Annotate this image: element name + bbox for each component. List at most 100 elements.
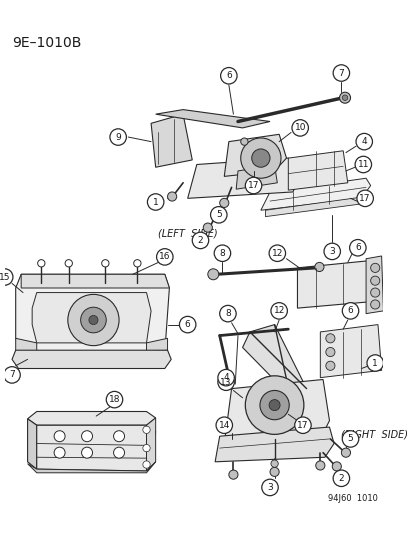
Circle shape xyxy=(142,426,150,433)
Text: 8: 8 xyxy=(225,309,230,318)
Polygon shape xyxy=(187,158,301,198)
Circle shape xyxy=(113,447,124,458)
Circle shape xyxy=(370,263,379,272)
Circle shape xyxy=(142,461,150,468)
Circle shape xyxy=(339,92,350,103)
Text: 15: 15 xyxy=(0,272,10,281)
Circle shape xyxy=(270,460,278,467)
Text: 12: 12 xyxy=(271,249,282,258)
Circle shape xyxy=(245,177,261,194)
Text: (LEFT  SIDE): (LEFT SIDE) xyxy=(157,229,217,239)
Circle shape xyxy=(325,348,334,357)
Polygon shape xyxy=(320,325,381,378)
Circle shape xyxy=(349,239,365,256)
Text: 17: 17 xyxy=(358,194,370,203)
Circle shape xyxy=(38,260,45,267)
Polygon shape xyxy=(224,134,286,176)
Text: 6: 6 xyxy=(347,306,353,316)
Text: 6: 6 xyxy=(225,71,231,80)
Text: 94J60  1010: 94J60 1010 xyxy=(327,494,377,503)
Circle shape xyxy=(251,149,269,167)
Circle shape xyxy=(210,207,226,223)
Circle shape xyxy=(142,445,150,452)
Polygon shape xyxy=(16,274,169,352)
Circle shape xyxy=(217,369,234,386)
Text: 2: 2 xyxy=(197,236,203,245)
Circle shape xyxy=(342,431,358,447)
Polygon shape xyxy=(21,274,169,288)
Text: 4: 4 xyxy=(223,373,228,382)
Polygon shape xyxy=(215,427,333,462)
Circle shape xyxy=(54,431,65,442)
Circle shape xyxy=(147,194,164,210)
Circle shape xyxy=(220,68,237,84)
Circle shape xyxy=(81,431,93,442)
Circle shape xyxy=(89,316,98,325)
Circle shape xyxy=(179,317,195,333)
Text: 10: 10 xyxy=(294,124,305,132)
Circle shape xyxy=(323,243,339,260)
Polygon shape xyxy=(151,114,192,167)
Polygon shape xyxy=(297,261,375,308)
Text: 8: 8 xyxy=(219,249,225,258)
Text: 7: 7 xyxy=(338,69,344,77)
Polygon shape xyxy=(37,425,155,471)
Circle shape xyxy=(216,417,232,433)
Circle shape xyxy=(342,303,358,319)
Circle shape xyxy=(331,462,341,471)
Polygon shape xyxy=(32,293,151,343)
Circle shape xyxy=(332,470,349,487)
Circle shape xyxy=(325,361,334,370)
Circle shape xyxy=(133,260,141,267)
Circle shape xyxy=(356,190,373,207)
Circle shape xyxy=(370,300,379,309)
Polygon shape xyxy=(28,411,155,425)
Text: 18: 18 xyxy=(109,395,120,404)
Circle shape xyxy=(259,391,289,419)
Circle shape xyxy=(370,288,379,297)
Circle shape xyxy=(355,133,372,150)
Circle shape xyxy=(81,307,106,333)
Circle shape xyxy=(332,65,349,81)
Circle shape xyxy=(245,376,303,434)
Polygon shape xyxy=(260,178,370,210)
Polygon shape xyxy=(146,338,167,352)
Text: 7: 7 xyxy=(9,370,15,379)
Text: 2: 2 xyxy=(338,474,343,483)
Polygon shape xyxy=(146,418,155,471)
Circle shape xyxy=(110,129,126,146)
Polygon shape xyxy=(16,338,37,352)
Circle shape xyxy=(370,276,379,285)
Circle shape xyxy=(217,374,234,391)
Text: 6: 6 xyxy=(354,243,360,252)
Circle shape xyxy=(102,260,109,267)
Circle shape xyxy=(315,461,324,470)
Text: 17: 17 xyxy=(297,421,308,430)
Circle shape xyxy=(68,294,119,345)
Circle shape xyxy=(325,334,334,343)
Polygon shape xyxy=(287,151,347,190)
Text: 1: 1 xyxy=(152,198,158,206)
Circle shape xyxy=(354,156,370,173)
Circle shape xyxy=(203,223,212,232)
Text: 12: 12 xyxy=(273,306,284,316)
Circle shape xyxy=(106,391,122,408)
Text: 14: 14 xyxy=(218,421,229,430)
Polygon shape xyxy=(242,325,306,396)
Text: 13: 13 xyxy=(220,378,231,387)
Circle shape xyxy=(342,95,347,100)
Circle shape xyxy=(240,138,247,146)
Circle shape xyxy=(269,467,278,477)
Circle shape xyxy=(54,447,65,458)
Circle shape xyxy=(81,447,93,458)
Text: 6: 6 xyxy=(184,320,190,329)
Circle shape xyxy=(65,260,72,267)
Circle shape xyxy=(207,269,218,280)
Text: 3: 3 xyxy=(266,483,272,492)
Circle shape xyxy=(268,245,285,262)
Polygon shape xyxy=(28,419,37,469)
Polygon shape xyxy=(12,350,171,368)
Circle shape xyxy=(113,431,124,442)
Circle shape xyxy=(0,269,13,285)
Circle shape xyxy=(192,232,208,249)
